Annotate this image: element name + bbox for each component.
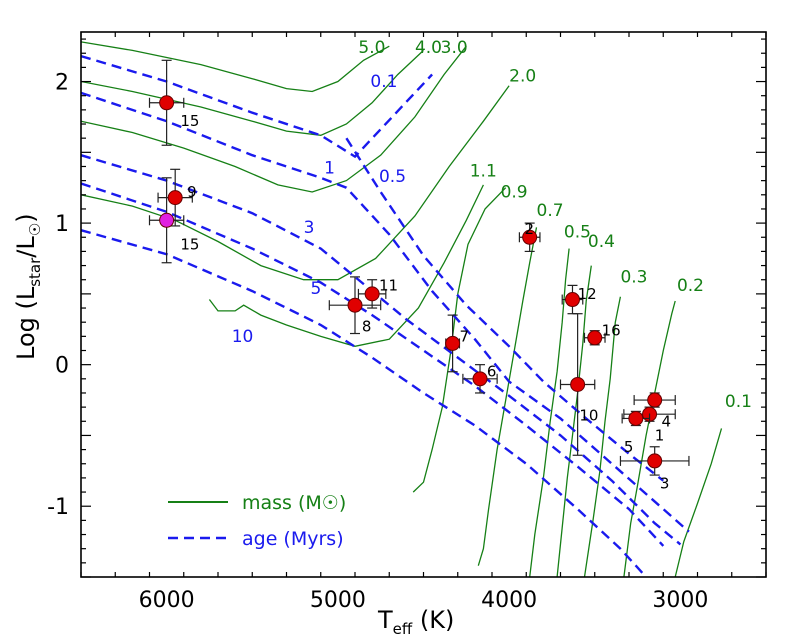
star-label: 11	[379, 276, 398, 294]
mass-track-label-4: 1.1	[470, 161, 497, 181]
mass-track-9	[583, 296, 622, 577]
star-marker	[445, 335, 461, 351]
mass-track-1	[81, 49, 424, 136]
star-marker	[347, 297, 363, 313]
star-label: 8	[362, 317, 372, 335]
legend-age-label: age (Myrs)	[242, 528, 344, 550]
star-marker	[564, 292, 580, 308]
legend: mass (M☉) age (Myrs)	[168, 492, 346, 550]
star-7-8: 7	[445, 314, 469, 373]
mass-track-label-5: 0.9	[501, 183, 528, 203]
age-isochrone-label-0: 0.1	[370, 72, 397, 92]
age-isochrone-label-1: 1	[324, 159, 335, 179]
star-label: 15	[180, 235, 199, 253]
age-isochrone-5	[81, 229, 647, 577]
mass-track-label-2: 3.0	[441, 38, 468, 58]
star-label: 10	[579, 407, 598, 425]
star-4-11: 4	[633, 392, 676, 430]
star-9-1: 9	[157, 168, 197, 227]
x-tick-label: 4000	[481, 588, 537, 613]
star-10-10: 10	[559, 313, 598, 456]
mass-track-label-3: 2.0	[509, 67, 536, 87]
star-marker	[587, 330, 603, 346]
star-label: 5	[624, 438, 634, 456]
mass-track-label-8: 0.4	[588, 232, 615, 252]
mass-tracks-layer	[81, 41, 723, 577]
mass-track-4	[208, 184, 484, 347]
star-label: 12	[578, 285, 597, 303]
mass-track-label-6: 0.7	[537, 201, 564, 221]
star-label: 2	[525, 220, 535, 238]
star-label: 6	[487, 363, 497, 381]
age-isochrone-4	[81, 182, 665, 547]
star-marker	[647, 392, 663, 408]
age-isochrone-0	[81, 54, 433, 159]
mass-track-0	[81, 41, 390, 93]
star-2-3: 2	[518, 220, 541, 253]
star-marker	[364, 286, 380, 302]
mass-track-label-1: 4.0	[415, 38, 442, 58]
star-marker	[522, 229, 538, 245]
star-marker	[472, 371, 488, 387]
mass-track-label-10: 0.2	[677, 276, 704, 296]
star-label: 1	[655, 426, 665, 444]
star-15-0: 15	[148, 59, 199, 146]
mass-track-2	[81, 45, 467, 193]
star-label: 4	[662, 412, 672, 430]
mass-track-label-0: 5.0	[358, 38, 385, 58]
star-marker	[159, 212, 175, 228]
star-15-2: 15	[148, 177, 199, 264]
age-isochrone-label-2: 0.5	[379, 167, 406, 187]
age-isochrone-3	[81, 154, 682, 546]
star-11-4: 11	[357, 276, 398, 309]
x-tick-label: 6000	[139, 588, 195, 613]
mass-track-6	[477, 227, 538, 566]
y-tick-label: 2	[55, 71, 69, 96]
age-isochrone-label-4: 5	[310, 279, 321, 299]
star-16-7: 16	[583, 322, 621, 346]
y-tick-label: -1	[47, 495, 69, 520]
age-isochrone-label-3: 3	[304, 218, 315, 238]
legend-mass-label: mass (M☉)	[242, 492, 346, 514]
age-isochrone-labels: 0.1 1 0.5 3 5 10	[232, 72, 406, 347]
mass-track-label-11: 0.1	[725, 392, 752, 412]
mass-track-label-9: 0.3	[620, 268, 647, 288]
mass-track-11	[674, 428, 723, 577]
age-isochrones-layer	[81, 54, 690, 577]
y-tick-label: 0	[55, 354, 69, 379]
star-12-6: 12	[561, 284, 597, 315]
star-marker	[570, 376, 586, 392]
y-tick-label: 1	[55, 212, 69, 237]
star-label: 16	[602, 322, 621, 340]
star-label: 9	[187, 183, 197, 201]
star-6-9: 6	[462, 363, 498, 394]
star-marker	[628, 410, 644, 426]
star-3-14: 3	[619, 446, 690, 493]
y-axis-title: Log (Lstar/L☉)	[12, 213, 44, 360]
star-marker	[167, 190, 183, 206]
mass-track-labels: 5.0 4.03.02.01.10.90.70.50.40.3 0.20.1	[358, 38, 752, 412]
age-isochrone-1	[81, 91, 690, 533]
star-5-13: 5	[621, 410, 651, 456]
mass-track-7	[529, 248, 570, 577]
age-isochrone-label-5: 10	[232, 327, 254, 347]
x-axis-title: Teff (K)	[377, 606, 454, 638]
star-label: 7	[459, 327, 469, 345]
age-isochrone-2	[345, 137, 665, 482]
star-marker	[159, 95, 175, 111]
x-tick-label: 5000	[310, 588, 366, 613]
mass-track-8	[556, 265, 592, 577]
star-label: 3	[660, 475, 670, 493]
mass-track-label-7: 0.5	[564, 222, 591, 242]
x-tick-label: 3000	[652, 588, 708, 613]
star-marker	[647, 453, 663, 469]
star-8-5: 8	[328, 276, 382, 335]
star-label: 15	[180, 112, 199, 130]
